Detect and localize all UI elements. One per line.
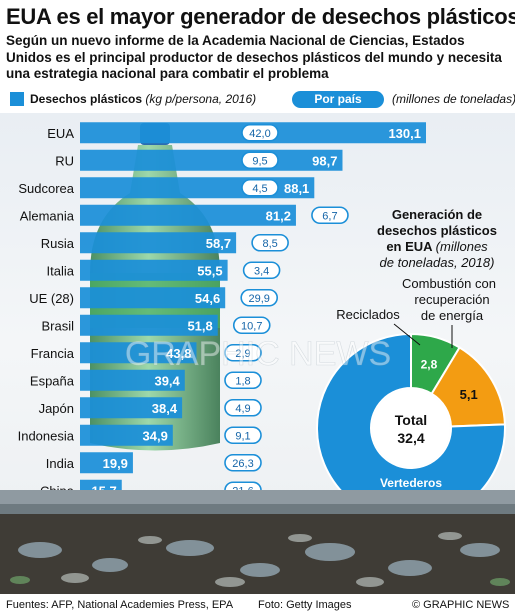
bar-value-label: 54,6 [195,291,220,306]
donut-title-note: (millones [436,239,489,254]
donut-title-line4: de toneladas, 2018) [380,255,495,270]
legend: Desechos plásticos (kg p/persona, 2016) … [6,89,515,111]
country-pill [251,233,289,252]
country-pill [232,316,271,335]
bar-value-label: 43,8 [166,346,191,361]
bar [80,397,183,419]
legend-label-kg: Desechos plásticos (kg p/persona, 2016) [30,92,256,106]
donut-title-line1: Generación de [392,207,482,222]
category-label: EUA [47,126,74,141]
bar-value-label: 130,1 [388,126,421,141]
category-label: Alemania [20,208,75,223]
country-pill [241,123,279,142]
category-label: Indonesia [18,428,75,443]
chart-subtitle: Según un nuevo informe de la Academia Na… [6,33,502,81]
legend-series1-unit: (kg p/persona, 2016) [145,92,257,106]
country-pill [242,261,281,280]
donut-title-bold: en EUA [386,239,435,254]
slice-name-recycled: Reciclados [336,307,400,322]
country-value-label: 1,8 [235,375,250,387]
bar [80,424,173,446]
chart-area: EUA 130,1 42,0 RU 98,7 9,5 Sudcorea 88,1 4,5 Alem… [0,113,515,498]
leader-recycled [393,323,421,346]
bar [80,204,296,226]
country-value-label: 10,7 [241,320,262,332]
legend-pill-country: Por país [292,91,384,108]
bar-value-label: 34,9 [143,428,168,443]
legend-series2-unit: (millones de toneladas) [392,92,515,106]
chart-title: EUA es el mayor generador de desechos pl… [6,4,515,29]
country-pill [224,453,262,472]
category-label: Rusia [41,236,75,251]
bar-value-label: 58,7 [206,236,231,251]
footer: Fuentes: AFP, National Academies Press, … [0,594,515,616]
bar-value-label: 19,9 [103,456,128,471]
bar-value-label: 39,4 [154,373,180,388]
category-label: Italia [47,263,75,278]
slice-name-combustion-2: recuperación [414,292,489,307]
donut-title-line3: en EUA (millones [386,239,488,254]
slice-name-combustion-3: de energía [421,308,484,323]
bar [80,452,133,474]
country-pill [224,371,262,390]
slice-name-combustion-1: Combustión con [402,276,496,291]
category-label: Sudcorea [18,181,74,196]
category-label: RU [55,153,74,168]
bar-value-label: 98,7 [312,153,337,168]
category-label: Francia [31,346,75,361]
country-pill [224,343,262,362]
country-value-label: 29,9 [248,293,269,305]
bar [80,342,197,364]
bar-value-label: 55,5 [197,263,222,278]
slice-label-landfill: Vertederos [380,476,442,490]
footer-photo: Foto: Getty Images [258,599,352,611]
category-label: UE (28) [29,291,74,306]
footer-credit: © GRAPHIC NEWS [412,599,510,611]
legend-swatch-bar [10,92,24,106]
category-label: India [46,456,75,471]
country-pill [311,206,349,225]
bar [80,369,185,391]
donut-slice [316,332,506,498]
bar-value-label: 81,2 [266,208,291,223]
watermark: GRAPHIC NEWS [125,335,391,373]
country-pill [224,426,262,445]
bar-value-label: 51,8 [187,318,212,333]
bar-value-label: 38,4 [152,401,178,416]
bar [80,232,237,254]
country-value-label: 6,7 [322,210,337,222]
country-value-label: 9,5 [252,155,267,167]
country-value-label: 9,1 [235,430,250,442]
country-value-label: 4,9 [235,403,250,415]
donut-center-label: Total [395,412,427,428]
category-label: España [30,373,75,388]
donut-center [372,389,450,467]
category-label: Japón [39,401,74,416]
slice-value-combustion: 5,1 [460,387,478,402]
country-pill [241,178,279,197]
category-label: Brasil [41,318,74,333]
bar [80,259,228,281]
bar [80,287,226,309]
donut-center-value: 32,4 [397,430,424,446]
country-value-label: 3,4 [254,265,269,277]
country-pill [240,288,279,307]
donut-title-line2: desechos plásticos [377,223,497,238]
beach-photo [0,490,515,594]
country-value-label: 42,0 [249,128,270,140]
legend-series1-name: Desechos plásticos [30,92,143,106]
slice-value-recycled: 2,8 [421,357,438,371]
country-pill [224,398,262,417]
beach-photo-drawing [0,490,515,594]
footer-sources: Fuentes: AFP, National Academies Press, … [6,599,234,611]
bar [80,314,218,336]
bar-value-label: 88,1 [284,181,309,196]
country-pill [241,151,279,170]
country-value-label: 4,5 [252,183,267,195]
country-value-label: 2,9 [235,348,250,360]
country-value-label: 26,3 [232,458,253,470]
country-value-label: 8,5 [262,238,277,250]
